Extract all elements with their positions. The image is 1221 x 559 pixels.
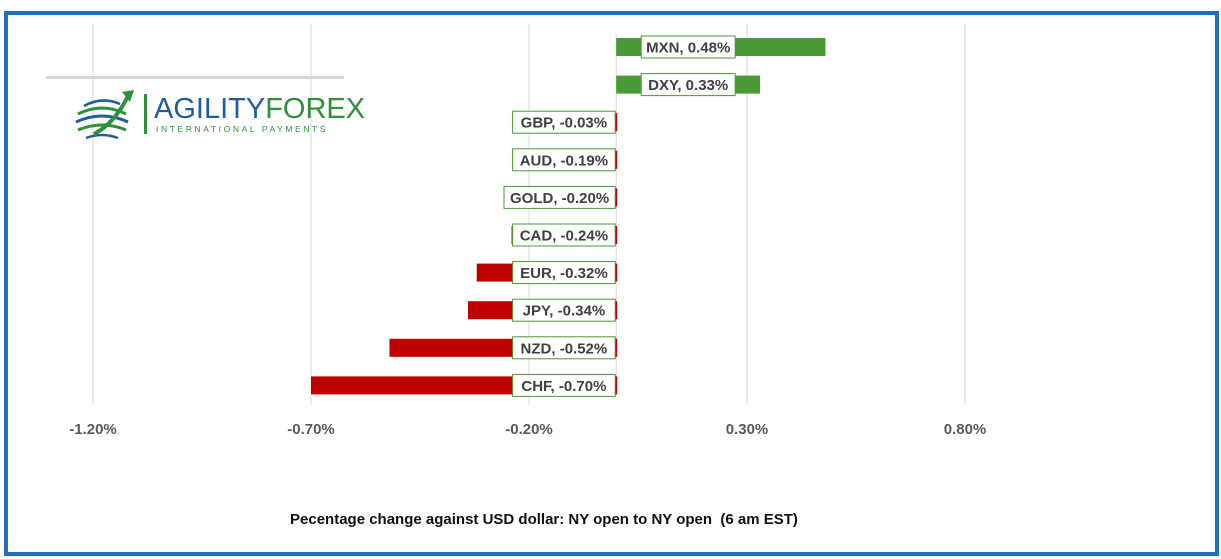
chart-frame bbox=[4, 11, 1219, 556]
logo-separator bbox=[144, 94, 147, 134]
data-label-gbp: GBP, -0.03% bbox=[521, 115, 607, 132]
bar-edge bbox=[614, 113, 618, 132]
bar-edge bbox=[614, 150, 618, 169]
bar-edge bbox=[614, 188, 618, 207]
data-label-jpy: JPY, -0.34% bbox=[523, 303, 606, 320]
globe-arrow-icon bbox=[75, 90, 134, 140]
bar-edge bbox=[614, 338, 618, 357]
logo-word-agility: AGILITY bbox=[154, 93, 266, 125]
bar-edge bbox=[614, 376, 618, 395]
x-tick-label: 0.30% bbox=[726, 421, 769, 438]
agility-forex-logo: AGILITYFOREX INTERNATIONAL PAYMENTS bbox=[46, 76, 365, 144]
logo-wordmark: AGILITYFOREX bbox=[154, 94, 365, 124]
x-axis-title: Pecentage change against USD dollar: NY … bbox=[290, 511, 798, 528]
data-label-gold: GOLD, -0.20% bbox=[510, 190, 609, 207]
data-label-aud: AUD, -0.19% bbox=[520, 152, 608, 169]
logo-divider bbox=[46, 76, 344, 79]
data-label-chf: CHF, -0.70% bbox=[521, 378, 606, 395]
data-label-box bbox=[512, 223, 616, 247]
x-tick-label: -1.20% bbox=[69, 421, 117, 438]
x-axis-ticks: -1.20% -0.70% -0.20% 0.30% 0.80% bbox=[69, 421, 986, 438]
data-label-box bbox=[512, 261, 616, 285]
data-label-box bbox=[640, 73, 736, 97]
data-label-box bbox=[512, 148, 616, 172]
data-label-cad: CAD, -0.24% bbox=[520, 228, 608, 245]
x-tick-label: -0.20% bbox=[505, 421, 553, 438]
data-label-box bbox=[512, 298, 616, 322]
data-label-dxy: DXY, 0.33% bbox=[648, 77, 728, 94]
data-label-box bbox=[512, 110, 616, 134]
data-label-nzd: NZD, -0.52% bbox=[521, 340, 608, 357]
data-labels: MXN, 0.48% DXY, 0.33% GBP, -0.03% AUD, -0.1… bbox=[503, 35, 736, 397]
data-label-box bbox=[512, 373, 616, 397]
data-label-box bbox=[503, 185, 616, 209]
bar-edge bbox=[614, 226, 618, 244]
data-label-box bbox=[512, 336, 616, 360]
x-tick-label: -0.70% bbox=[287, 421, 335, 438]
bar-edge bbox=[614, 301, 618, 320]
data-label-mxn: MXN, 0.48% bbox=[646, 40, 730, 57]
logo-word-forex: FOREX bbox=[265, 93, 366, 125]
data-label-eur: EUR, -0.32% bbox=[520, 265, 608, 282]
data-label-box bbox=[640, 35, 736, 59]
x-tick-label: 0.80% bbox=[944, 421, 987, 438]
logo-tagline: INTERNATIONAL PAYMENTS bbox=[156, 124, 329, 134]
bar-edge bbox=[614, 263, 618, 282]
